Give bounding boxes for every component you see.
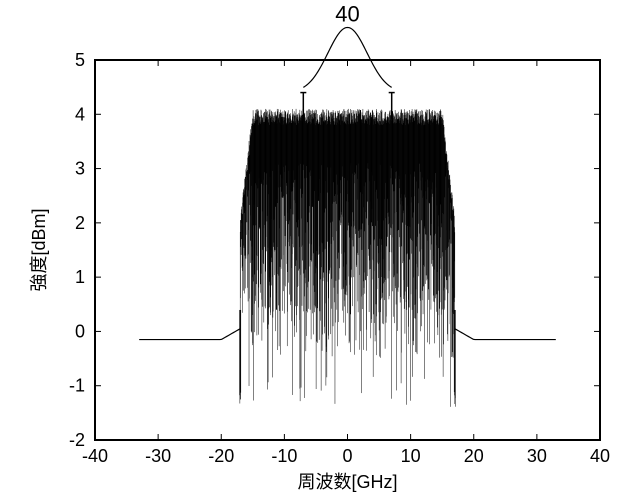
y-tick-label: 2 (75, 213, 85, 233)
y-tick-label: 5 (75, 50, 85, 70)
x-tick-label: -30 (145, 446, 171, 466)
x-tick-label: -40 (82, 446, 108, 466)
baseline-right (455, 329, 556, 340)
x-tick-label: -20 (208, 446, 234, 466)
annotation-curve (303, 27, 391, 87)
x-tick-label: 10 (401, 446, 421, 466)
x-axis-label: 周波数[GHz] (297, 472, 397, 492)
x-tick-label: 0 (342, 446, 352, 466)
x-tick-label: -10 (271, 446, 297, 466)
y-tick-label: 0 (75, 321, 85, 341)
spectrum-data (139, 109, 556, 407)
y-tick-label: 3 (75, 159, 85, 179)
x-tick-label: 20 (464, 446, 484, 466)
x-tick-label: 30 (527, 446, 547, 466)
y-tick-label: -2 (69, 430, 85, 450)
y-tick-label: -1 (69, 376, 85, 396)
y-tick-label: 1 (75, 267, 85, 287)
annotation-label: 40 (335, 1, 359, 26)
x-tick-label: 40 (590, 446, 610, 466)
chart-svg: -40-30-20-10010203040-2-1012345周波数[GHz]強… (0, 0, 640, 503)
y-tick-label: 4 (75, 104, 85, 124)
baseline-left (139, 329, 240, 340)
spectrum-chart: -40-30-20-10010203040-2-1012345周波数[GHz]強… (0, 0, 640, 503)
y-axis-label: 強度[dBm] (29, 208, 49, 291)
